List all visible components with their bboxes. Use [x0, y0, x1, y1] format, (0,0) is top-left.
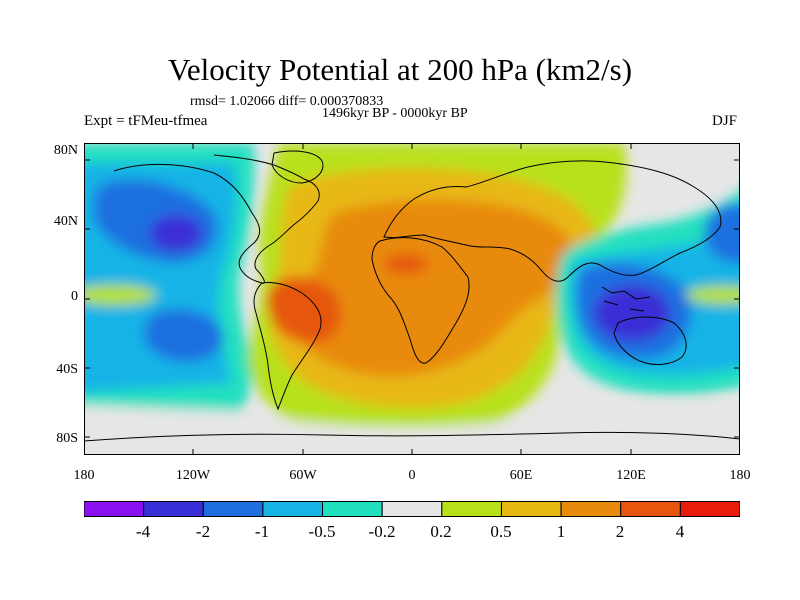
colorbar-label-3: -0.5	[308, 522, 336, 541]
colorbar-label-0: -4	[135, 522, 151, 541]
contour-band-neg-east-north	[704, 203, 740, 263]
period-label: 1496kyr BP - 0000kyr BP	[322, 106, 468, 121]
colorbar-segment-10	[679, 501, 740, 517]
map-title: Velocity Potential at 200 hPa (km2/s)	[167, 52, 633, 87]
colorbar-segment-5	[381, 501, 443, 517]
coastline-greenland	[271, 150, 324, 184]
colorbar-segment-8	[560, 501, 622, 517]
lat-label-80n: 80N	[53, 143, 78, 158]
colorbar	[84, 501, 740, 517]
colorbar-segment-6	[441, 501, 502, 517]
coastline-africa	[371, 237, 470, 364]
stats-label: rmsd= 1.02066 diff= 0.000370833	[190, 94, 384, 109]
season-label: DJF	[712, 113, 738, 129]
colorbar-label-6: 0.5	[490, 522, 512, 541]
contour-band-neg-east-core	[594, 285, 670, 341]
colorbar-label-7: 1	[556, 522, 566, 541]
colorbar-segment-9	[620, 501, 681, 517]
colorbar-segment-0	[84, 501, 145, 517]
coastline-eurasia	[383, 160, 722, 282]
contour-band-pos-west-eq	[84, 285, 156, 305]
coastlines	[84, 150, 740, 442]
lat-label-80s: 80S	[56, 431, 78, 446]
contour-band-pos-4	[266, 276, 342, 344]
colorbar-label-4: -0.2	[368, 522, 396, 541]
colorbar-label-1: -2	[195, 522, 211, 541]
coastline-south-america	[253, 282, 322, 411]
lat-label-40s: 40S	[56, 362, 78, 377]
colorbar-label-2: -1	[254, 522, 270, 541]
coastline-maritime-continent	[601, 286, 651, 312]
map-frame	[84, 143, 740, 455]
coastline-north-america	[113, 154, 320, 284]
experiment-label: Expt = tFMeu-tfmea	[84, 113, 208, 129]
lon-label-120w: 120W	[175, 468, 211, 483]
contour-band-neg-west-core	[150, 215, 202, 251]
colorbar-segment-4	[322, 501, 383, 517]
colorbar-label-5: 0.2	[430, 522, 452, 541]
lon-label-0: 0	[408, 468, 416, 483]
lon-label-180w: 180	[73, 468, 95, 483]
contour-band-neutral-south	[84, 401, 740, 455]
lat-label-40n: 40N	[53, 214, 78, 229]
colorbar-segment-2	[202, 501, 264, 517]
colorbar-segment-7	[500, 501, 562, 517]
velocity-potential-map	[84, 143, 740, 455]
contour-band-pos-3	[290, 199, 577, 377]
coastline-australia	[613, 316, 687, 365]
colorbar-label-9: 4	[675, 522, 685, 541]
colorbar-segment-3	[262, 501, 324, 517]
contour-band-neg-west-4	[143, 309, 224, 362]
colorbar-segment-1	[143, 501, 204, 517]
coastline-antarctica	[84, 431, 740, 442]
contour-band-pos-core-africa	[384, 254, 428, 274]
contour-band-pos-east-eq	[686, 286, 740, 304]
lon-label-60e: 60E	[509, 468, 533, 483]
lat-label-0: 0	[71, 289, 78, 304]
lon-label-60w: 60W	[289, 468, 317, 483]
lon-label-180e: 180	[729, 468, 751, 483]
colorbar-label-8: 2	[615, 522, 625, 541]
lon-label-120e: 120E	[616, 468, 646, 483]
